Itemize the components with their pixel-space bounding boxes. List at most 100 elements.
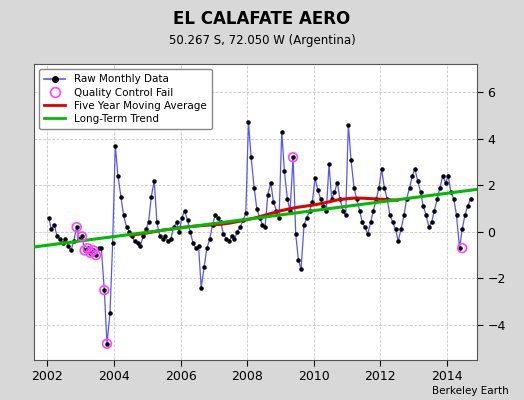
Point xyxy=(72,224,81,230)
Point xyxy=(230,236,238,242)
Point xyxy=(435,184,444,191)
Point xyxy=(339,208,347,214)
Point xyxy=(189,240,198,247)
Point xyxy=(328,196,336,202)
Text: EL CALAFATE AERO: EL CALAFATE AERO xyxy=(173,10,351,28)
Point xyxy=(394,238,402,244)
Point xyxy=(322,208,331,214)
Point xyxy=(172,219,181,226)
Point xyxy=(100,287,108,293)
Point xyxy=(194,242,203,249)
Point xyxy=(117,194,125,200)
Point xyxy=(147,194,156,200)
Point xyxy=(45,215,53,221)
Point xyxy=(347,156,355,163)
Point xyxy=(458,226,466,233)
Point xyxy=(92,252,100,258)
Point xyxy=(89,247,97,254)
Point xyxy=(225,238,233,244)
Point xyxy=(64,242,72,249)
Point xyxy=(169,224,178,230)
Point xyxy=(269,198,278,205)
Point xyxy=(227,233,236,240)
Point xyxy=(50,222,59,228)
Point xyxy=(197,284,205,291)
Point xyxy=(139,233,147,240)
Point xyxy=(86,250,94,256)
Point xyxy=(106,310,114,316)
Point xyxy=(123,224,131,230)
Point xyxy=(272,208,281,214)
Point xyxy=(136,242,145,249)
Point xyxy=(300,222,308,228)
Point xyxy=(152,219,161,226)
Point xyxy=(47,226,56,233)
Point xyxy=(92,252,100,258)
Point xyxy=(406,184,414,191)
Point xyxy=(375,184,383,191)
Point xyxy=(466,196,475,202)
Point xyxy=(291,231,300,237)
Point xyxy=(319,203,328,209)
Point xyxy=(94,245,103,251)
Point xyxy=(78,233,86,240)
Point xyxy=(425,224,433,230)
Point xyxy=(244,119,253,126)
Point xyxy=(344,121,353,128)
Point xyxy=(125,229,134,235)
Point xyxy=(461,212,469,219)
Point xyxy=(336,196,344,202)
Point xyxy=(203,245,211,251)
Point xyxy=(119,212,128,219)
Point xyxy=(433,196,441,202)
Point xyxy=(308,198,316,205)
Point xyxy=(53,233,61,240)
Point xyxy=(158,236,167,242)
Point xyxy=(417,189,425,195)
Point xyxy=(67,247,75,254)
Point xyxy=(333,180,342,186)
Point xyxy=(325,161,333,168)
Point xyxy=(297,266,305,272)
Point xyxy=(222,236,231,242)
Text: Berkeley Earth: Berkeley Earth xyxy=(432,386,508,396)
Point xyxy=(108,240,117,247)
Point xyxy=(239,217,247,223)
Point xyxy=(264,191,272,198)
Point xyxy=(134,240,142,247)
Point xyxy=(205,236,214,242)
Point xyxy=(408,173,417,179)
Point xyxy=(186,229,194,235)
Point xyxy=(289,154,297,160)
Point xyxy=(355,208,364,214)
Point xyxy=(402,196,411,202)
Point xyxy=(411,166,419,172)
Point xyxy=(430,208,439,214)
Point xyxy=(364,231,372,237)
Point xyxy=(97,245,105,251)
Point xyxy=(145,219,153,226)
Point xyxy=(156,233,164,240)
Point xyxy=(391,226,400,233)
Point xyxy=(353,196,361,202)
Point xyxy=(452,212,461,219)
Point xyxy=(236,224,244,230)
Point xyxy=(372,196,380,202)
Point xyxy=(220,231,228,237)
Point xyxy=(428,219,436,226)
Point xyxy=(70,238,78,244)
Point xyxy=(111,142,119,149)
Point xyxy=(114,173,122,179)
Point xyxy=(183,217,192,223)
Legend: Raw Monthly Data, Quality Control Fail, Five Year Moving Average, Long-Term Tren: Raw Monthly Data, Quality Control Fail, … xyxy=(39,69,212,129)
Point xyxy=(463,203,472,209)
Point xyxy=(330,189,339,195)
Point xyxy=(130,238,139,244)
Point xyxy=(209,222,217,228)
Point xyxy=(150,177,158,184)
Point xyxy=(289,154,297,160)
Point xyxy=(377,166,386,172)
Point xyxy=(386,212,394,219)
Point xyxy=(56,236,64,242)
Point xyxy=(216,219,225,226)
